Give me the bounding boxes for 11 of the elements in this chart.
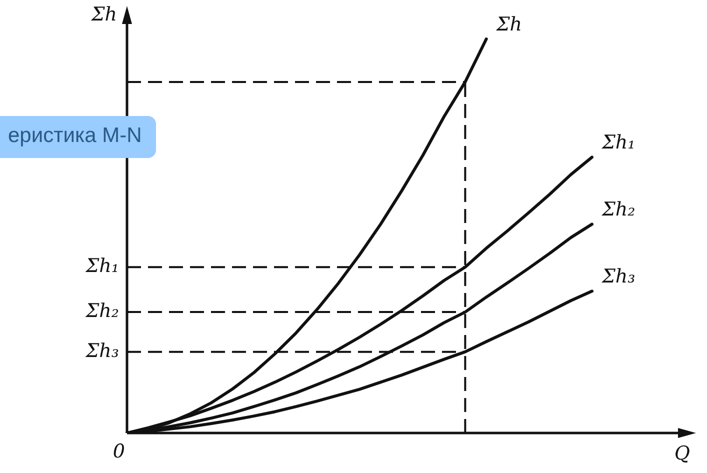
ref-line-label: Σh₂	[84, 300, 119, 322]
ref-line-label: Σh₃	[84, 340, 119, 362]
text: 0	[112, 440, 125, 462]
ref-line-label: Σh₁	[84, 255, 119, 278]
x-axis-title: Q	[674, 442, 690, 464]
annotation: еристика M-N	[0, 116, 156, 158]
series-label: Σh₁	[601, 132, 636, 154]
series-label: Σh₂	[601, 198, 636, 221]
series-label: Σh	[495, 13, 522, 36]
series-label: Σh₃	[601, 266, 636, 288]
y-axis-title: Σh	[90, 3, 117, 26]
